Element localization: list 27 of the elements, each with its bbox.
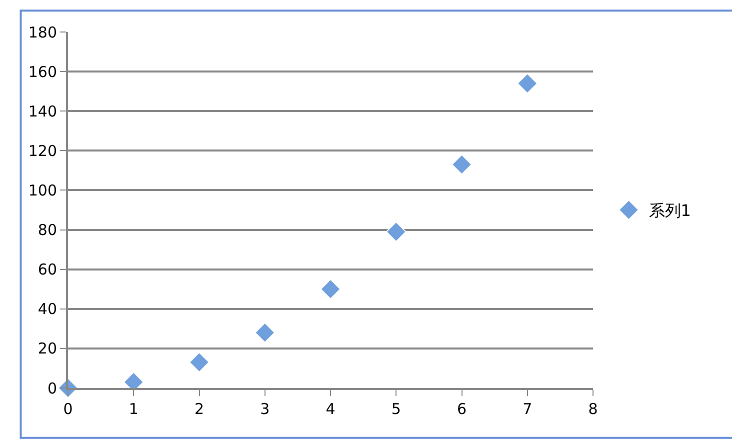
x-tick-label: 6 — [456, 400, 467, 418]
point — [452, 154, 472, 175]
point — [254, 322, 276, 343]
x-tick-label: 3 — [260, 400, 270, 418]
y-tick-label: 140 — [28, 102, 57, 120]
x-tick-label: 7 — [522, 400, 532, 418]
y-tick-label: 60 — [38, 260, 57, 279]
y-tick-label: 40 — [38, 300, 57, 318]
y-tick-label: 80 — [38, 221, 57, 240]
y-tick-label: 0 — [47, 379, 57, 398]
x-tick-label: 1 — [128, 400, 138, 418]
point — [386, 222, 406, 242]
point — [189, 352, 210, 373]
x-tick-label: 5 — [391, 400, 401, 418]
x-tick-label: 4 — [326, 400, 336, 418]
y-tick-label: 120 — [28, 142, 57, 160]
legend-label: 系列1 — [648, 201, 691, 220]
y-tick-label: 100 — [28, 181, 57, 200]
point — [517, 73, 538, 94]
point — [320, 278, 341, 300]
x-tick-label: 8 — [588, 400, 598, 418]
y-tick-label: 160 — [28, 62, 57, 81]
y-tick-label: 180 — [28, 23, 57, 42]
y-tick-label: 20 — [38, 340, 57, 358]
point — [123, 372, 144, 392]
x-tick-label: 0 — [63, 400, 73, 418]
x-tick-label: 2 — [194, 400, 204, 418]
